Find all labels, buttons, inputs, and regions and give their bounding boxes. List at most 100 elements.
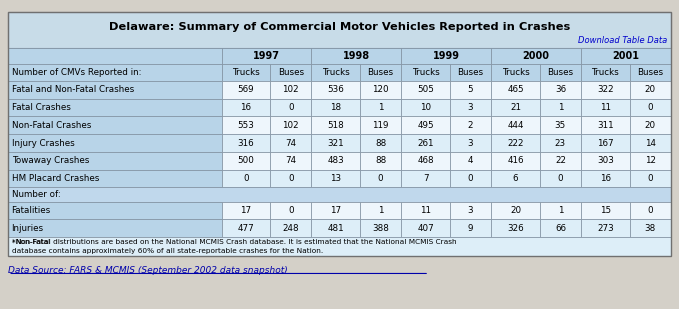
Text: 536: 536 <box>327 85 344 94</box>
Text: 102: 102 <box>282 121 299 130</box>
Text: database contains approximately 60% of all state-reportable crashes for the Nati: database contains approximately 60% of a… <box>12 248 323 254</box>
Text: 0: 0 <box>468 174 473 183</box>
Bar <box>540 81 581 99</box>
Text: Towaway Crashes: Towaway Crashes <box>12 156 89 165</box>
Text: 74: 74 <box>285 138 297 148</box>
Text: 1: 1 <box>557 206 563 215</box>
Bar <box>581 152 629 170</box>
Bar <box>629 116 671 134</box>
Bar <box>360 219 401 237</box>
Bar <box>450 152 491 170</box>
Text: Trucks: Trucks <box>232 68 260 77</box>
Bar <box>540 170 581 188</box>
Text: 88: 88 <box>375 138 386 148</box>
Bar <box>312 116 360 134</box>
Text: 0: 0 <box>288 174 293 183</box>
Bar <box>360 81 401 99</box>
Bar <box>629 81 671 99</box>
Bar <box>450 116 491 134</box>
Text: 2: 2 <box>468 121 473 130</box>
Bar <box>221 152 270 170</box>
Text: 6: 6 <box>513 174 518 183</box>
Bar <box>360 201 401 219</box>
Bar <box>491 64 540 81</box>
Bar <box>8 99 221 116</box>
Text: 120: 120 <box>372 85 389 94</box>
Text: 0: 0 <box>288 103 293 112</box>
Bar <box>312 64 360 81</box>
Bar <box>312 99 360 116</box>
Text: Buses: Buses <box>637 68 663 77</box>
Text: Buses: Buses <box>278 68 304 77</box>
Bar <box>360 116 401 134</box>
Text: 119: 119 <box>373 121 389 130</box>
Text: Trucks: Trucks <box>411 68 439 77</box>
Bar <box>401 134 450 152</box>
Bar <box>401 64 450 81</box>
Text: 17: 17 <box>240 206 251 215</box>
Text: 0: 0 <box>648 103 653 112</box>
Text: 18: 18 <box>330 103 342 112</box>
Text: Number of:: Number of: <box>12 190 60 199</box>
Bar <box>401 170 450 188</box>
Text: Trucks: Trucks <box>502 68 530 77</box>
Bar <box>312 152 360 170</box>
Bar <box>360 64 401 81</box>
Bar <box>629 201 671 219</box>
Bar <box>270 99 312 116</box>
Text: 569: 569 <box>238 85 254 94</box>
Text: 9: 9 <box>468 224 473 233</box>
Bar <box>540 219 581 237</box>
Bar <box>8 188 671 201</box>
Bar <box>581 99 629 116</box>
Text: 0: 0 <box>243 174 249 183</box>
Text: 16: 16 <box>600 174 611 183</box>
Bar <box>221 219 270 237</box>
Bar <box>8 237 671 256</box>
Bar <box>8 81 221 99</box>
Text: Number of CMVs Reported in:: Number of CMVs Reported in: <box>12 68 141 77</box>
Text: 20: 20 <box>644 85 656 94</box>
Text: 0: 0 <box>288 206 293 215</box>
Bar <box>221 116 270 134</box>
Bar <box>491 170 540 188</box>
Text: Non-Fatal Crashes: Non-Fatal Crashes <box>12 121 91 130</box>
Text: 1: 1 <box>378 206 384 215</box>
Bar <box>221 64 270 81</box>
Bar <box>360 170 401 188</box>
Text: 248: 248 <box>282 224 299 233</box>
Bar <box>491 99 540 116</box>
Text: 322: 322 <box>597 85 614 94</box>
Bar <box>312 201 360 219</box>
Bar <box>8 12 671 48</box>
Text: 518: 518 <box>327 121 344 130</box>
Text: Fatalities: Fatalities <box>12 206 51 215</box>
Text: Fatal and Non-Fatal Crashes: Fatal and Non-Fatal Crashes <box>12 85 134 94</box>
Text: 102: 102 <box>282 85 299 94</box>
Bar <box>450 99 491 116</box>
Text: 23: 23 <box>555 138 566 148</box>
Bar <box>629 99 671 116</box>
Text: 468: 468 <box>418 156 434 165</box>
Bar <box>581 81 629 99</box>
Bar <box>450 201 491 219</box>
Bar <box>581 201 629 219</box>
Bar <box>8 48 221 64</box>
Text: 11: 11 <box>600 103 611 112</box>
Text: 3: 3 <box>468 103 473 112</box>
Text: Buses: Buses <box>458 68 483 77</box>
Text: 17: 17 <box>330 206 342 215</box>
Text: Injuries: Injuries <box>12 224 43 233</box>
Text: Delaware: Summary of Commercial Motor Vehicles Reported in Crashes: Delaware: Summary of Commercial Motor Ve… <box>109 22 570 32</box>
Text: Trucks: Trucks <box>322 68 350 77</box>
Bar <box>401 219 450 237</box>
Text: 14: 14 <box>645 138 656 148</box>
Bar <box>360 134 401 152</box>
Bar <box>312 134 360 152</box>
Text: 0: 0 <box>648 174 653 183</box>
Text: *Non-Fatal distributions are based on the National MCMIS Crash database. It is e: *Non-Fatal distributions are based on th… <box>12 239 456 245</box>
Bar <box>581 116 629 134</box>
Text: 261: 261 <box>418 138 434 148</box>
Text: 553: 553 <box>238 121 255 130</box>
Text: 20: 20 <box>644 121 656 130</box>
